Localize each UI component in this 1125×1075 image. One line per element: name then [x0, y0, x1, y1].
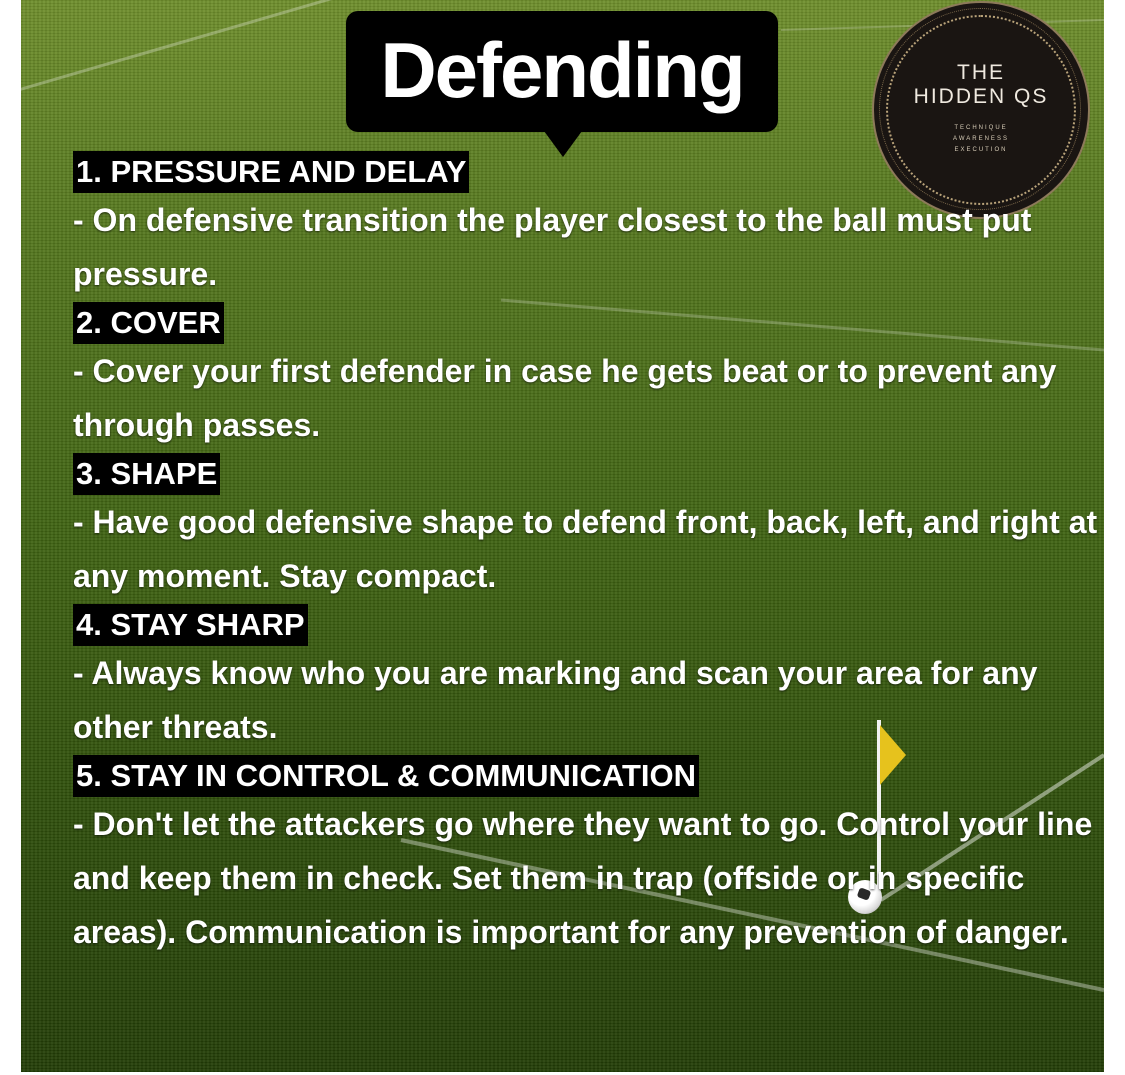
logo-brand-name: THE HIDDEN QS	[913, 61, 1049, 108]
principle-shape: 3. SHAPE - Have good defensive shape to …	[73, 452, 1103, 603]
principles-list: 1. PRESSURE AND DELAY - On defensive tra…	[73, 150, 1103, 959]
principle-heading: 3. SHAPE	[73, 453, 221, 495]
corner-flag-icon	[880, 725, 906, 785]
soccer-ball-icon	[848, 880, 882, 914]
principle-control-communication: 5. STAY IN CONTROL & COMMUNICATION - Don…	[73, 754, 1103, 959]
principle-description: - On defensive transition the player clo…	[73, 202, 1032, 292]
principle-description: - Don't let the attackers go where they …	[73, 806, 1093, 950]
speech-bubble-tail	[544, 131, 582, 157]
principle-description: - Cover your first defender in case he g…	[73, 353, 1057, 443]
logo-inner-ring	[886, 15, 1076, 205]
poster: Defending THE HIDDEN QS TECHNIQUE AWAREN…	[21, 0, 1104, 1072]
brand-logo: THE HIDDEN QS TECHNIQUE AWARENESS EXECUT…	[874, 3, 1088, 217]
principle-heading: 2. COVER	[73, 302, 224, 344]
principle-heading: 1. PRESSURE AND DELAY	[73, 151, 470, 193]
title-speech-bubble	[346, 11, 778, 132]
corner-flag-pole	[877, 720, 881, 890]
principle-description: - Always know who you are marking and sc…	[73, 655, 1038, 745]
page-title: Defending	[380, 26, 745, 114]
principle-cover: 2. COVER - Cover your first defender in …	[73, 301, 1103, 452]
principle-description: - Have good defensive shape to defend fr…	[73, 504, 1098, 594]
principle-heading: 4. STAY SHARP	[73, 604, 308, 646]
principle-stay-sharp: 4. STAY SHARP - Always know who you are …	[73, 603, 1103, 754]
logo-outer-ring	[879, 8, 1081, 210]
logo-tagline: TECHNIQUE AWARENESS EXECUTION	[953, 125, 1009, 153]
principle-heading: 5. STAY IN CONTROL & COMMUNICATION	[73, 755, 700, 797]
principle-pressure-delay: 1. PRESSURE AND DELAY - On defensive tra…	[73, 150, 1103, 301]
